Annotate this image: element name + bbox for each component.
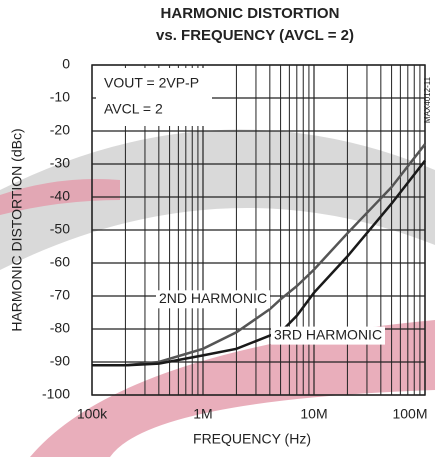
annotation-box — [96, 68, 212, 126]
series-label: 2ND HARMONIC — [159, 290, 267, 306]
x-axis-label: FREQUENCY (Hz) — [193, 431, 311, 447]
series-label: 3RD HARMONIC — [274, 326, 382, 342]
annotation: VOUT = 2VP-P — [104, 75, 199, 91]
x-tick-label: 1M — [193, 406, 212, 422]
y-tick-label: -40 — [50, 188, 70, 204]
y-tick-label: -60 — [50, 254, 70, 270]
y-tick-label: -20 — [50, 122, 70, 138]
y-tick-label: -80 — [50, 320, 70, 336]
x-tick-label: 100k — [77, 406, 108, 422]
y-tick-label: -10 — [50, 89, 70, 105]
chart-subtitle: vs. FREQUENCY (AVCL = 2) — [156, 27, 354, 44]
y-tick-label: -90 — [50, 353, 70, 369]
annotation: AVCL = 2 — [104, 101, 163, 117]
label-background — [156, 290, 270, 309]
x-tick-label: 100M — [392, 406, 427, 422]
plot-frame — [91, 64, 426, 396]
y-tick-label: 0 — [62, 56, 70, 72]
watermark-pink — [30, 320, 435, 457]
watermark-pink — [0, 179, 120, 215]
x-tick-label: 10M — [300, 406, 327, 422]
y-tick-label: -70 — [50, 287, 70, 303]
y-axis-label: HARMONIC DISTORTION (dBc) — [9, 128, 25, 331]
series-line — [92, 143, 426, 367]
grid — [91, 64, 426, 396]
watermark-gray — [0, 129, 435, 270]
label-background — [271, 326, 385, 345]
y-tick-label: -30 — [50, 155, 70, 171]
y-tick-label: -100 — [42, 386, 70, 402]
annotation: MAX4012-11 — [423, 76, 432, 123]
chart-title: HARMONIC DISTORTION — [161, 5, 340, 22]
y-tick-label: -50 — [50, 221, 70, 237]
